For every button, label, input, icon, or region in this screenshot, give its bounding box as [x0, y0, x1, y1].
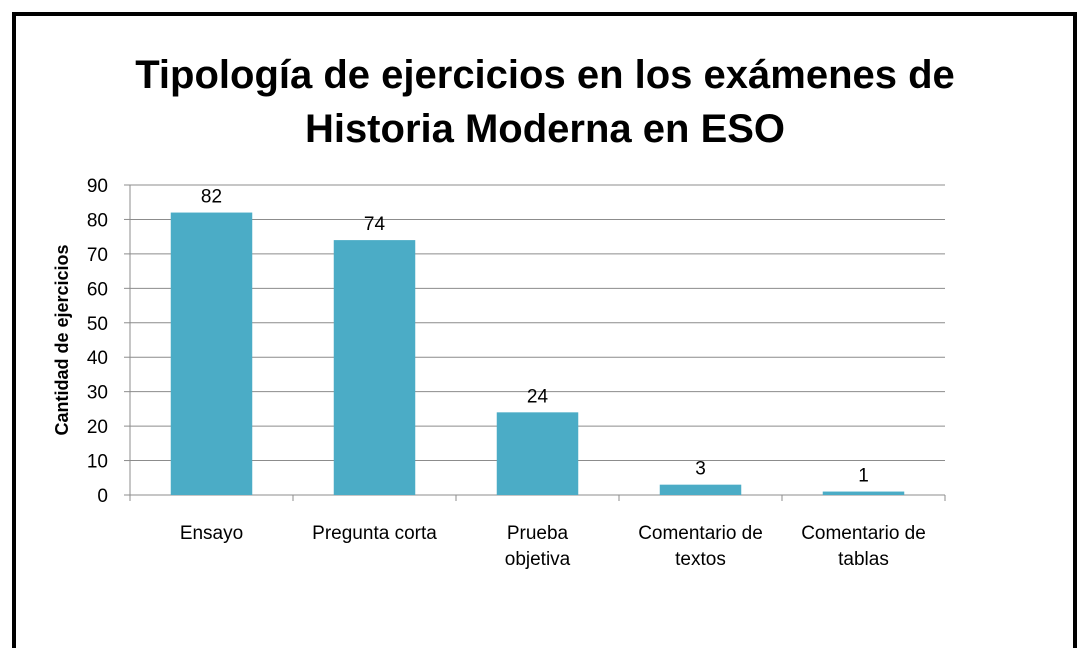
data-label: 3	[695, 459, 706, 480]
x-tick-label: Comentario de tablas	[801, 523, 926, 570]
bar	[333, 240, 416, 495]
y-tick-label: 60	[87, 279, 108, 300]
y-tick-label: 90	[87, 176, 108, 197]
x-tick-label: Ensayo	[179, 523, 244, 544]
y-tick-label: 80	[87, 210, 108, 231]
bar	[822, 491, 905, 495]
data-label: 82	[201, 187, 222, 208]
bar	[496, 412, 579, 495]
chart-title: Tipología de ejercicios en los exámenes …	[135, 53, 955, 151]
bar	[659, 484, 742, 495]
data-label: 24	[527, 386, 549, 407]
data-label: 74	[364, 214, 386, 235]
y-tick-label: 10	[87, 452, 108, 473]
y-axis-label: Cantidad de ejercicios	[52, 244, 72, 435]
x-tick-label: Pregunta corta	[312, 523, 437, 544]
y-tick-label: 50	[87, 314, 108, 335]
y-tick-label: 30	[87, 383, 108, 404]
y-tick-label: 0	[97, 486, 108, 507]
y-tick-label: 40	[87, 348, 108, 369]
y-tick-label: 70	[87, 245, 108, 266]
x-tick-label: Comentario de textos	[638, 523, 763, 570]
data-label: 1	[858, 466, 869, 487]
frame	[12, 12, 1077, 648]
x-tick-label: Prueba objetiva	[504, 523, 571, 570]
y-tick-label: 20	[87, 417, 108, 438]
bar	[170, 212, 253, 496]
